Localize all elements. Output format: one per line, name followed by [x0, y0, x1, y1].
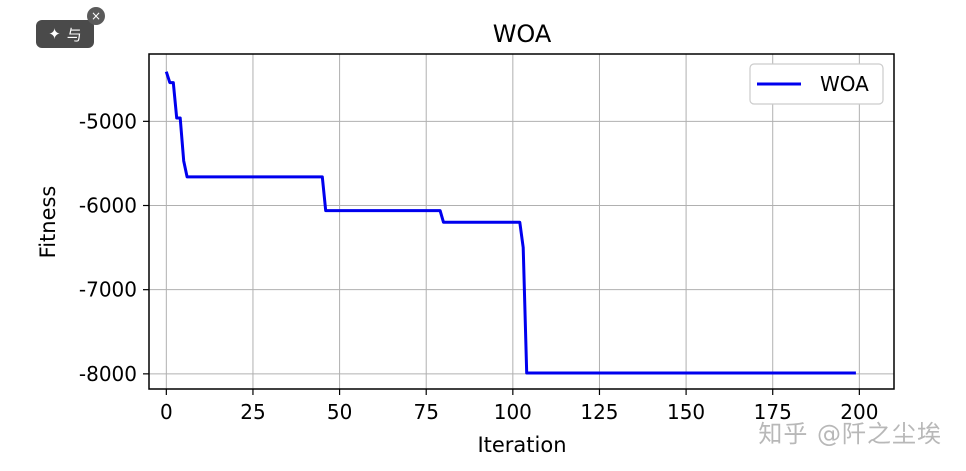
chart-title: WOA	[493, 20, 552, 48]
sparkle-icon: ✦	[48, 25, 61, 43]
plot-frame	[148, 53, 895, 390]
x-tick-label: 125	[580, 400, 618, 424]
close-icon[interactable]: ×	[87, 7, 105, 25]
translate-icon: 与	[66, 25, 82, 44]
x-ticks: 0 25 50 75 100 125 150 175 200	[160, 389, 878, 424]
x-tick-label: 150	[667, 400, 705, 424]
y-ticks: -8000 -7000 -6000 -5000	[79, 109, 149, 386]
x-tick-label: 25	[240, 400, 265, 424]
x-tick-label: 100	[494, 400, 532, 424]
legend-label: WOA	[820, 72, 869, 96]
y-tick-label: -7000	[79, 278, 137, 302]
y-axis-label: Fitness	[36, 186, 60, 259]
x-tick-label: 0	[160, 400, 173, 424]
legend-box	[749, 63, 884, 105]
legend: WOA	[749, 63, 884, 105]
y-tick-label: -6000	[79, 194, 137, 218]
y-tick-label: -8000	[79, 362, 137, 386]
series-line-woa	[164, 71, 856, 375]
watermark: 知乎 @阡之尘埃	[758, 420, 942, 448]
x-tick-label: 50	[327, 400, 352, 424]
x-tick-label: 200	[840, 400, 878, 424]
x-tick-label: 175	[754, 400, 792, 424]
x-axis-label: Iteration	[477, 433, 566, 457]
translate-button[interactable]: ✦ 与	[36, 20, 94, 48]
y-tick-label: -5000	[79, 109, 137, 133]
x-tick-label: 75	[413, 400, 438, 424]
series-layer	[164, 71, 856, 375]
